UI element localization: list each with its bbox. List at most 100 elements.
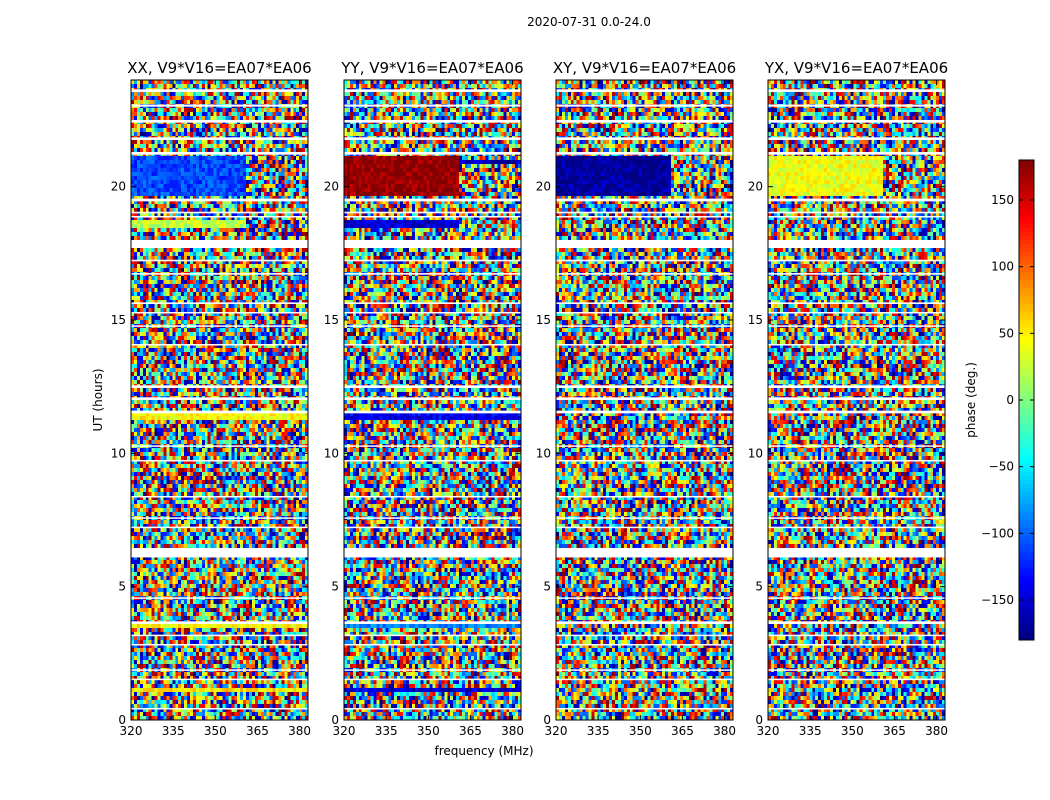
heatmap-cell (131, 264, 134, 268)
heatmap-cell (140, 220, 143, 224)
heatmap-cell (166, 236, 169, 240)
heatmap-cell (172, 252, 175, 256)
heatmap-cell (137, 368, 140, 372)
heatmap-cell (158, 132, 161, 136)
heatmap-cell (211, 124, 214, 128)
heatmap-cell (137, 184, 140, 188)
heatmap-cell (163, 292, 166, 296)
heatmap-cell (158, 108, 161, 112)
heatmap-cell (267, 252, 270, 256)
heatmap-cell (296, 168, 299, 172)
heatmap-cell (273, 296, 276, 300)
heatmap-cell (146, 268, 149, 272)
heatmap-cell (217, 128, 220, 132)
heatmap-cell (237, 388, 240, 392)
heatmap-cell (220, 288, 223, 292)
heatmap-cell (237, 392, 240, 396)
heatmap-cell (137, 352, 140, 356)
heatmap-cell (252, 176, 255, 180)
heatmap-cell (181, 376, 184, 380)
heatmap-cell (276, 320, 279, 324)
heatmap-cell (246, 176, 249, 180)
heatmap-cell (134, 220, 137, 224)
heatmap-cell (243, 164, 246, 168)
heatmap-cell (146, 228, 149, 232)
heatmap-cell (137, 364, 140, 368)
heatmap-cell (193, 252, 196, 256)
heatmap-cell (163, 108, 166, 112)
heatmap-cell (161, 288, 164, 292)
heatmap-cell (284, 292, 287, 296)
heatmap-cell (290, 348, 293, 352)
heatmap-cell (187, 336, 190, 340)
heatmap-cell (146, 340, 149, 344)
heatmap-cell (137, 176, 140, 180)
heatmap-cell (261, 368, 264, 372)
heatmap-cell (293, 352, 296, 356)
heatmap-cell (231, 316, 234, 320)
heatmap-cell (220, 380, 223, 384)
heatmap-cell (249, 392, 252, 396)
heatmap-cell (290, 372, 293, 376)
heatmap-cell (193, 180, 196, 184)
heatmap-cell (193, 372, 196, 376)
heatmap-cell (169, 128, 172, 132)
heatmap-cell (199, 252, 202, 256)
heatmap-cell (287, 124, 290, 128)
heatmap-cell (214, 316, 217, 320)
heatmap-cell (196, 376, 199, 380)
heatmap-cell (243, 316, 246, 320)
heatmap-cell (184, 280, 187, 284)
heatmap-cell (249, 320, 252, 324)
heatmap-cell (234, 112, 237, 116)
heatmap-cell (205, 280, 208, 284)
heatmap-cell (279, 116, 282, 120)
heatmap-cell (190, 188, 193, 192)
heatmap-cell (163, 340, 166, 344)
heatmap-cell (267, 168, 270, 172)
heatmap-cell (172, 360, 175, 364)
heatmap-cell (276, 132, 279, 136)
heatmap-cell (255, 348, 258, 352)
heatmap-cell (161, 128, 164, 132)
heatmap-cell (240, 332, 243, 336)
heatmap-cell (155, 236, 158, 240)
heatmap-cell (137, 264, 140, 268)
heatmap-cell (134, 288, 137, 292)
heatmap-cell (199, 112, 202, 116)
heatmap-cell (249, 380, 252, 384)
heatmap-cell (196, 304, 199, 308)
heatmap-cell (290, 144, 293, 148)
heatmap-cell (137, 348, 140, 352)
heatmap-cell (163, 284, 166, 288)
heatmap-cell (258, 232, 261, 236)
heatmap-cell (281, 320, 284, 324)
heatmap-cell (184, 248, 187, 252)
heatmap-cell (158, 100, 161, 104)
heatmap-cell (243, 248, 246, 252)
heatmap-cell (205, 284, 208, 288)
heatmap-cell (217, 148, 220, 152)
heatmap-cell (258, 100, 261, 104)
heatmap-cell (246, 192, 249, 196)
heatmap-cell (199, 372, 202, 376)
heatmap-cell (273, 248, 276, 252)
heatmap-cell (299, 288, 302, 292)
heatmap-cell (246, 248, 249, 252)
heatmap-cell (264, 296, 267, 300)
heatmap-cell (252, 308, 255, 312)
heatmap-cell (211, 140, 214, 144)
heatmap-cell (131, 124, 134, 128)
heatmap-cell (208, 288, 211, 292)
heatmap-cell (196, 100, 199, 104)
heatmap-cell (217, 112, 220, 116)
heatmap-cell (202, 304, 205, 308)
heatmap-cell (187, 108, 190, 112)
heatmap-cell (225, 128, 228, 132)
heatmap-cell (252, 84, 255, 88)
heatmap-cell (190, 368, 193, 372)
heatmap-cell (231, 224, 234, 228)
heatmap-cell (181, 224, 184, 228)
heatmap-cell (149, 224, 152, 228)
heatmap-cell (231, 204, 234, 208)
